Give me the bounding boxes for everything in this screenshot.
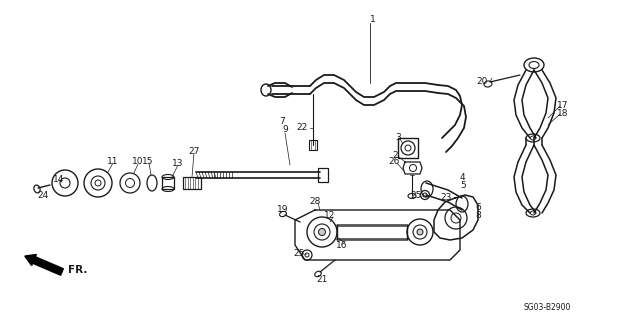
Text: 13: 13: [172, 159, 184, 167]
Text: 11: 11: [108, 157, 119, 166]
Text: 15: 15: [142, 157, 154, 166]
Text: 16: 16: [336, 241, 348, 250]
Text: 2: 2: [392, 151, 398, 160]
Ellipse shape: [417, 229, 423, 235]
Text: 12: 12: [324, 211, 336, 219]
Text: 9: 9: [282, 124, 288, 133]
Text: 23: 23: [440, 192, 452, 202]
Text: 7: 7: [279, 116, 285, 125]
Text: 5: 5: [460, 181, 466, 189]
Text: 22: 22: [297, 122, 308, 131]
Text: 3: 3: [395, 133, 401, 143]
Text: 20: 20: [477, 78, 488, 86]
Bar: [398, 138, 418, 158]
Bar: [318, 168, 328, 182]
Text: FR.: FR.: [68, 265, 88, 275]
Text: 14: 14: [53, 174, 65, 183]
Text: 10: 10: [132, 158, 144, 167]
Text: 26: 26: [388, 158, 400, 167]
Text: 27: 27: [188, 146, 200, 155]
Text: 25: 25: [294, 249, 305, 257]
Text: 6: 6: [475, 204, 481, 212]
Text: SG03-B2900: SG03-B2900: [523, 303, 570, 313]
Bar: [162, 177, 174, 189]
Text: 4: 4: [459, 174, 465, 182]
Bar: [309, 140, 317, 150]
Text: 8: 8: [475, 211, 481, 219]
Text: 1: 1: [370, 14, 376, 24]
Text: 21: 21: [316, 276, 328, 285]
Text: 28: 28: [309, 197, 321, 205]
Text: 18: 18: [557, 108, 569, 117]
Bar: [183, 177, 201, 189]
Text: 17: 17: [557, 100, 569, 109]
Text: 24: 24: [37, 190, 49, 199]
FancyArrow shape: [25, 255, 63, 275]
Text: 19: 19: [277, 205, 289, 214]
Ellipse shape: [319, 228, 326, 235]
Text: 25: 25: [411, 191, 422, 201]
